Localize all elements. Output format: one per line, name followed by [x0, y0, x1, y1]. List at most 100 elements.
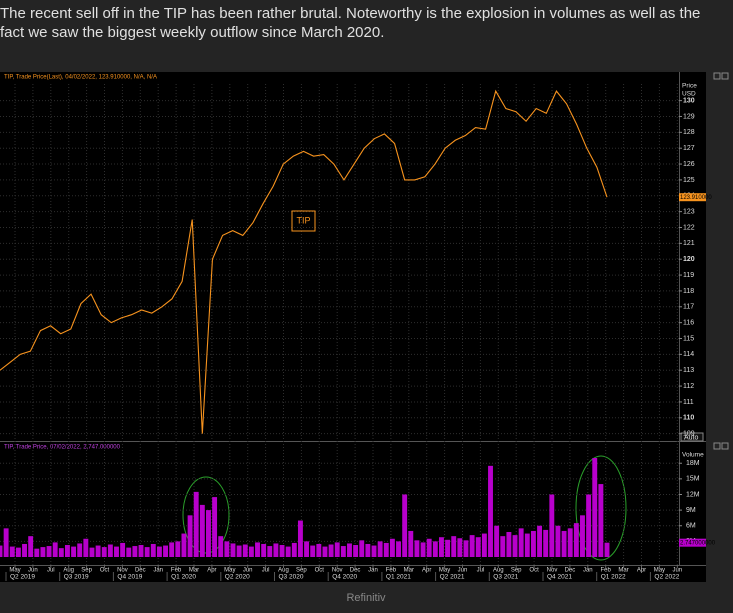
volume-bar — [494, 525, 500, 557]
volume-bar — [40, 547, 46, 557]
volume-bar — [340, 546, 346, 557]
volume-bar — [561, 530, 567, 557]
volume-bar — [304, 541, 310, 557]
x-month-label: Jul — [262, 568, 270, 574]
y-tick-label: 115 — [683, 335, 694, 342]
y-tick-label: 126 — [683, 161, 695, 168]
volume-bar — [230, 543, 236, 557]
volume-bar — [334, 542, 340, 557]
auto-button[interactable] — [680, 432, 704, 442]
volume-bar — [322, 546, 328, 557]
footer: Refinitiv — [346, 592, 386, 604]
auto-button-label[interactable]: Auto — [684, 434, 699, 441]
volume-bar — [58, 548, 64, 557]
y-tick-label: 128 — [683, 129, 695, 136]
volume-bar — [101, 547, 107, 557]
volume-bar — [267, 546, 273, 557]
last-value-label: 2.747000000 — [680, 540, 716, 546]
y-tick-label: 15M — [686, 476, 700, 483]
volume-bar — [297, 520, 303, 557]
volume-bar — [242, 544, 248, 557]
highlight-ellipse — [575, 455, 627, 561]
y-tick-label: 113 — [683, 367, 694, 374]
volume-bar — [199, 504, 205, 557]
volume-bar — [120, 542, 126, 557]
y-tick-label: 9M — [686, 507, 696, 514]
x-quarter-label: Q4 2021 — [547, 574, 572, 581]
x-quarter-label: Q1 2022 — [601, 574, 626, 581]
volume-bar — [114, 546, 119, 557]
volume-bar — [586, 494, 592, 557]
volume-bar — [353, 545, 359, 557]
volume-bar — [181, 533, 187, 557]
y-tick-label: 116 — [683, 319, 694, 326]
volume-bar — [426, 538, 432, 557]
volume-bar — [46, 546, 52, 557]
x-month-label: Jul — [47, 568, 55, 574]
panel-icon[interactable] — [713, 72, 721, 80]
x-month-label: May — [224, 568, 235, 574]
volume-bar — [236, 545, 242, 557]
x-month-label: Jun — [458, 568, 468, 574]
volume-bar — [445, 539, 451, 557]
volume-bar — [169, 542, 175, 557]
volume-bar — [175, 541, 181, 557]
x-month-label: Aug — [278, 568, 289, 574]
volume-bar — [573, 523, 579, 557]
grid — [0, 84, 679, 565]
x-month-label: Nov — [332, 568, 343, 574]
volume-bar — [518, 528, 524, 557]
y-tick-label: 123 — [683, 208, 695, 215]
x-month-label: Mar — [618, 568, 628, 574]
volume-bar — [150, 543, 156, 557]
y-tick-label: 122 — [683, 224, 695, 231]
volume-bar — [389, 538, 395, 557]
volume-bar — [567, 528, 573, 557]
x-quarter-label: Q3 2021 — [493, 574, 518, 581]
x-month-label: May — [439, 568, 450, 574]
volume-bar — [248, 546, 254, 557]
volume-bar — [500, 536, 506, 557]
y-tick-label: 12M — [686, 491, 700, 498]
y-tick-label: 110 — [683, 415, 694, 422]
y-axis-unit: USD — [682, 91, 696, 98]
panel-icon[interactable] — [721, 72, 729, 80]
volume-bar — [0, 545, 3, 557]
volume-bar — [408, 530, 414, 557]
volume-bar — [28, 536, 34, 557]
x-month-label: Aug — [63, 568, 74, 574]
volume-bar — [469, 535, 475, 557]
volume-bar — [592, 458, 598, 557]
volume-bar — [15, 547, 21, 557]
last-value-box — [679, 193, 706, 202]
volume-bar — [347, 543, 352, 557]
panel-icon[interactable] — [713, 442, 721, 450]
panel-icon[interactable] — [721, 442, 729, 450]
x-month-label: Sep — [511, 568, 522, 574]
volume-bar — [420, 542, 426, 557]
volume-bar — [71, 546, 77, 557]
y-tick-label: 119 — [683, 272, 694, 279]
y-axis-title: Price — [682, 83, 697, 90]
x-month-label: Feb — [386, 568, 397, 574]
volume-bar — [414, 540, 420, 557]
volume-bar — [580, 515, 585, 557]
x-quarter-label: Q3 2020 — [279, 574, 304, 581]
x-quarter-label: Q3 2019 — [64, 574, 89, 581]
volume-bar — [316, 543, 322, 557]
volume-bar — [132, 546, 138, 557]
volume-bar — [598, 484, 604, 557]
x-month-label: Oct — [315, 568, 325, 574]
price-panel-header: TIP, Trade Price(Last), 04/02/2022, 123.… — [4, 75, 157, 81]
x-quarter-label: Q2 2019 — [10, 574, 35, 581]
volume-bar — [187, 515, 193, 557]
x-quarter-label: Q4 2019 — [117, 574, 142, 581]
x-month-label: Feb — [601, 568, 612, 574]
volume-bar — [359, 540, 365, 557]
y-tick-label: 18M — [686, 460, 700, 467]
volume-bar — [451, 536, 457, 557]
volume-bar — [475, 537, 481, 557]
volume-bar — [95, 545, 101, 557]
volume-bar — [310, 545, 316, 557]
